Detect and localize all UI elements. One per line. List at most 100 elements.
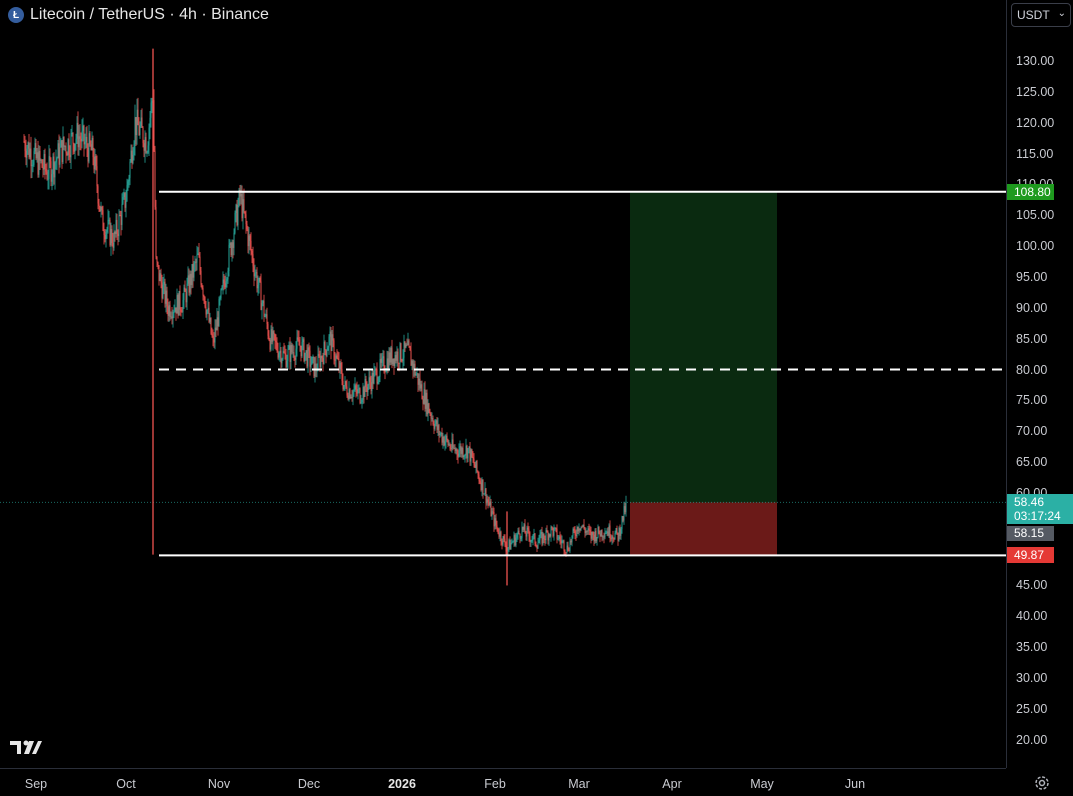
- candle-body: [111, 229, 113, 244]
- candle-body: [433, 424, 435, 429]
- candle-body: [363, 387, 365, 397]
- candle-body: [31, 165, 33, 167]
- candle-body: [294, 357, 296, 360]
- litecoin-icon: Ł: [8, 7, 24, 23]
- candle-body: [51, 174, 53, 182]
- candle-body: [317, 354, 319, 371]
- candle-body: [175, 307, 177, 314]
- candle-body: [618, 528, 620, 541]
- candle-body: [568, 550, 570, 552]
- candle-body: [54, 162, 56, 178]
- candle-body: [63, 136, 65, 147]
- candle-body: [493, 511, 495, 527]
- candle-body: [254, 273, 256, 277]
- gear-icon[interactable]: [1033, 774, 1051, 792]
- candle-body: [127, 181, 129, 186]
- candle-body: [185, 291, 187, 303]
- candle-body: [478, 474, 480, 481]
- candle-body: [217, 317, 219, 327]
- candle-body: [395, 355, 397, 361]
- candle-body: [620, 529, 622, 536]
- candle-body: [110, 229, 112, 246]
- candle-body: [99, 206, 101, 212]
- candle-body: [186, 283, 188, 303]
- chart-area[interactable]: [0, 0, 1006, 768]
- candle-body: [286, 360, 288, 367]
- candle-body: [252, 254, 254, 267]
- candle-body: [451, 439, 453, 450]
- candle-body: [545, 530, 547, 541]
- candle-body: [562, 540, 564, 542]
- currency-select[interactable]: USDT ⌄: [1011, 3, 1071, 27]
- candle-body: [258, 277, 260, 286]
- candle-body: [48, 156, 50, 180]
- candle-body: [434, 423, 436, 429]
- candle-body: [108, 219, 110, 221]
- candle-body: [419, 378, 421, 389]
- candle-body: [262, 300, 264, 304]
- candle-body: [42, 167, 44, 170]
- candle-body: [70, 133, 72, 158]
- candle-body: [351, 396, 353, 398]
- candle-body: [59, 147, 61, 165]
- candle-body: [55, 160, 57, 163]
- candle-body: [535, 543, 537, 547]
- candle-body: [196, 254, 198, 263]
- candle-body: [284, 352, 286, 355]
- candle-body: [114, 231, 116, 234]
- candle-body: [133, 144, 135, 155]
- candle-body: [473, 458, 475, 465]
- candle-body: [205, 306, 207, 315]
- candle-body: [541, 532, 543, 544]
- candle-body: [553, 528, 555, 536]
- candle-body: [609, 525, 611, 539]
- tradingview-logo-icon[interactable]: [10, 738, 42, 756]
- candle-body: [393, 358, 395, 367]
- candle-body: [328, 336, 330, 348]
- candle-body: [256, 272, 258, 289]
- candle-body: [457, 453, 459, 457]
- candle-body: [429, 412, 431, 414]
- candle-body: [44, 154, 46, 170]
- candle-body: [464, 454, 466, 456]
- candle-body: [248, 235, 250, 247]
- price-axis[interactable]: [1006, 0, 1073, 768]
- candle-body: [504, 538, 506, 546]
- candle-body: [141, 117, 143, 128]
- price-axis-label: 95.00: [1016, 269, 1048, 284]
- candle-body: [530, 540, 532, 542]
- candle-body: [595, 530, 597, 542]
- candle-body: [516, 534, 518, 538]
- candle-body: [197, 253, 199, 255]
- candle-body: [106, 229, 108, 232]
- candle-body: [540, 532, 542, 534]
- candle-body: [269, 339, 271, 350]
- candle-body: [420, 384, 422, 389]
- candle-body: [539, 533, 541, 541]
- candle-body: [596, 536, 598, 542]
- candle-body: [448, 444, 450, 446]
- candle-body: [100, 206, 102, 212]
- candle-body: [600, 530, 602, 537]
- candle-body: [215, 327, 217, 331]
- price-chart[interactable]: [0, 0, 1006, 768]
- price-axis-label: 75.00: [1016, 393, 1048, 408]
- candle-body: [88, 133, 90, 162]
- candle-body: [488, 502, 490, 506]
- candle-body: [407, 340, 409, 346]
- candle-body: [245, 214, 247, 225]
- candle-body: [79, 136, 81, 139]
- candle-body: [588, 528, 590, 531]
- candle-body: [307, 347, 309, 367]
- candle-body: [374, 369, 376, 371]
- candle-body: [292, 352, 294, 354]
- time-axis[interactable]: [0, 768, 1006, 796]
- candle-body: [477, 471, 479, 475]
- candle-body: [34, 143, 36, 152]
- candle-body: [224, 283, 226, 288]
- candle-body: [335, 355, 337, 361]
- candle-body: [82, 125, 84, 131]
- candle-body: [453, 447, 455, 449]
- candle-body: [118, 215, 120, 237]
- symbol-header[interactable]: Ł Litecoin / TetherUS · 4h · Binance: [8, 6, 269, 24]
